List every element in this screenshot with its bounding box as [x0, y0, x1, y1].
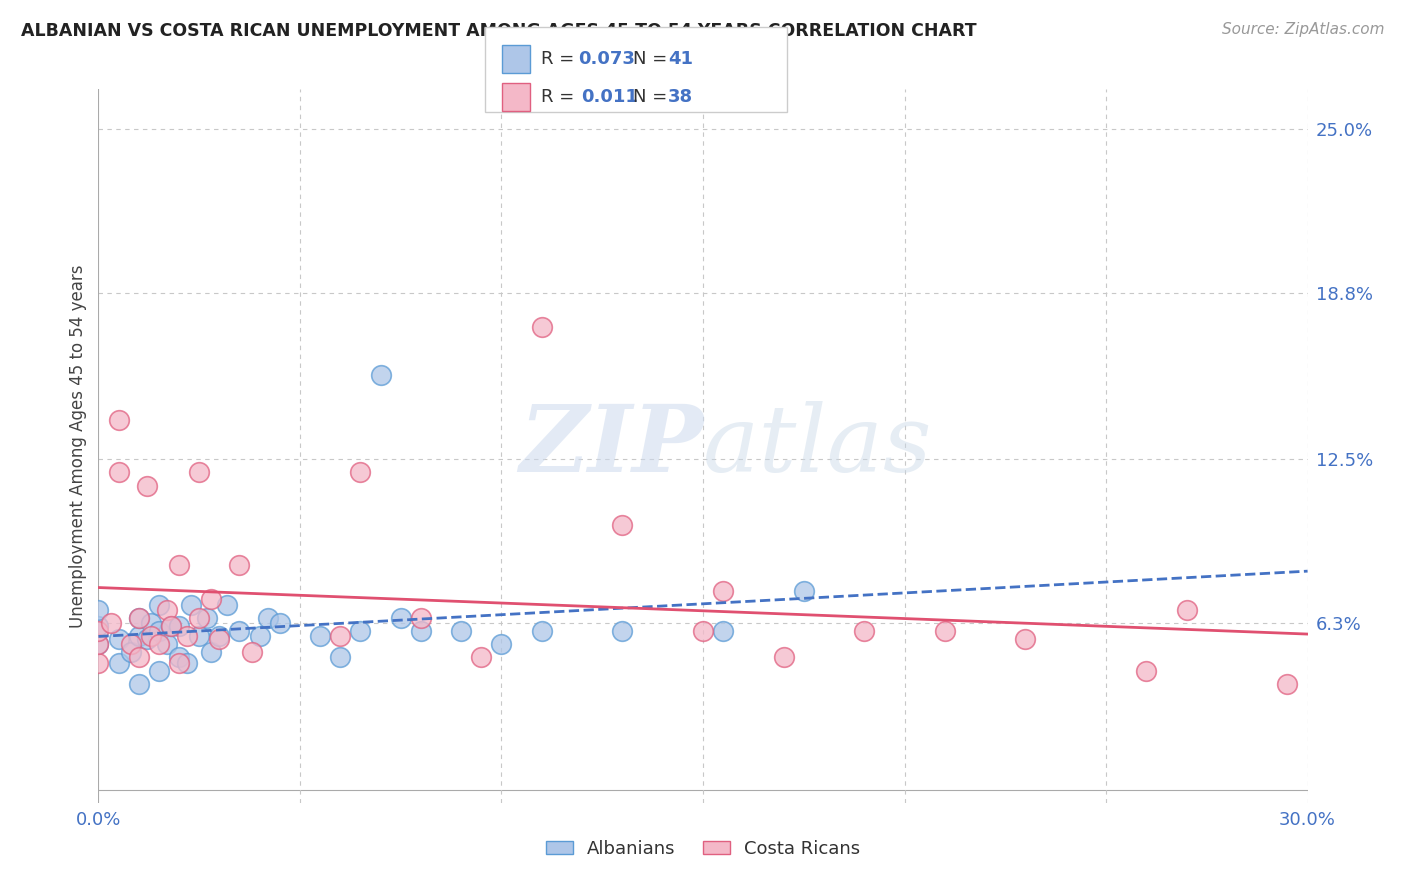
Point	[249, 629, 271, 643]
Point	[1175, 603, 1198, 617]
Point	[389, 611, 412, 625]
Point	[1135, 664, 1157, 678]
Point	[217, 598, 239, 612]
Point	[188, 466, 211, 480]
Point	[128, 650, 150, 665]
Point	[87, 637, 110, 651]
Point	[87, 603, 110, 617]
Point	[87, 637, 110, 651]
Text: 38: 38	[668, 88, 693, 106]
Point	[269, 616, 291, 631]
Point	[309, 629, 332, 643]
Point	[148, 637, 170, 651]
Point	[772, 650, 794, 665]
Point	[128, 629, 150, 643]
Point	[148, 598, 170, 612]
Point	[128, 611, 150, 625]
Point	[87, 624, 110, 638]
Point	[200, 592, 222, 607]
Text: Source: ZipAtlas.com: Source: ZipAtlas.com	[1222, 22, 1385, 37]
Point	[491, 637, 513, 651]
Point	[188, 611, 211, 625]
Point	[176, 629, 198, 643]
Point	[87, 618, 110, 632]
Point	[128, 611, 150, 625]
Text: atlas: atlas	[703, 401, 932, 491]
Point	[148, 624, 170, 638]
Point	[167, 650, 190, 665]
Point	[793, 584, 815, 599]
Text: N =: N =	[633, 88, 672, 106]
Point	[120, 645, 142, 659]
Point	[256, 611, 278, 625]
Point	[349, 624, 371, 638]
Point	[349, 466, 371, 480]
Legend: Albanians, Costa Ricans: Albanians, Costa Ricans	[538, 833, 868, 865]
Point	[120, 637, 142, 651]
Text: 41: 41	[668, 50, 693, 68]
Point	[160, 618, 183, 632]
Point	[107, 466, 129, 480]
Point	[208, 629, 231, 643]
Y-axis label: Unemployment Among Ages 45 to 54 years: Unemployment Among Ages 45 to 54 years	[69, 264, 87, 628]
Point	[329, 629, 352, 643]
Point	[711, 584, 734, 599]
Point	[530, 320, 553, 334]
Point	[853, 624, 876, 638]
Point	[128, 677, 150, 691]
Point	[1014, 632, 1036, 646]
Point	[711, 624, 734, 638]
Point	[188, 629, 211, 643]
Point	[167, 656, 190, 670]
Point	[139, 616, 162, 631]
Point	[160, 618, 183, 632]
Point	[135, 632, 157, 646]
Point	[692, 624, 714, 638]
Text: ZIP: ZIP	[519, 401, 703, 491]
Text: N =: N =	[633, 50, 672, 68]
Point	[470, 650, 492, 665]
Point	[409, 611, 432, 625]
Point	[934, 624, 956, 638]
Text: R =: R =	[541, 88, 586, 106]
Point	[370, 368, 392, 382]
Point	[1277, 677, 1299, 691]
Point	[180, 598, 202, 612]
Text: 0.011: 0.011	[581, 88, 637, 106]
Point	[530, 624, 553, 638]
Point	[228, 624, 250, 638]
Point	[200, 645, 222, 659]
Point	[167, 618, 190, 632]
Point	[107, 412, 129, 426]
Text: R =: R =	[541, 50, 581, 68]
Text: ALBANIAN VS COSTA RICAN UNEMPLOYMENT AMONG AGES 45 TO 54 YEARS CORRELATION CHART: ALBANIAN VS COSTA RICAN UNEMPLOYMENT AMO…	[21, 22, 977, 40]
Point	[107, 632, 129, 646]
Point	[240, 645, 263, 659]
Point	[156, 603, 179, 617]
Point	[156, 637, 179, 651]
Point	[100, 616, 122, 631]
Point	[87, 656, 110, 670]
Point	[612, 624, 634, 638]
Text: 0.073: 0.073	[578, 50, 634, 68]
Point	[329, 650, 352, 665]
Point	[409, 624, 432, 638]
Point	[612, 518, 634, 533]
Point	[176, 656, 198, 670]
Point	[450, 624, 472, 638]
Point	[135, 478, 157, 492]
Point	[139, 629, 162, 643]
Point	[148, 664, 170, 678]
Point	[195, 611, 218, 625]
Point	[107, 656, 129, 670]
Point	[228, 558, 250, 572]
Point	[167, 558, 190, 572]
Point	[208, 632, 231, 646]
